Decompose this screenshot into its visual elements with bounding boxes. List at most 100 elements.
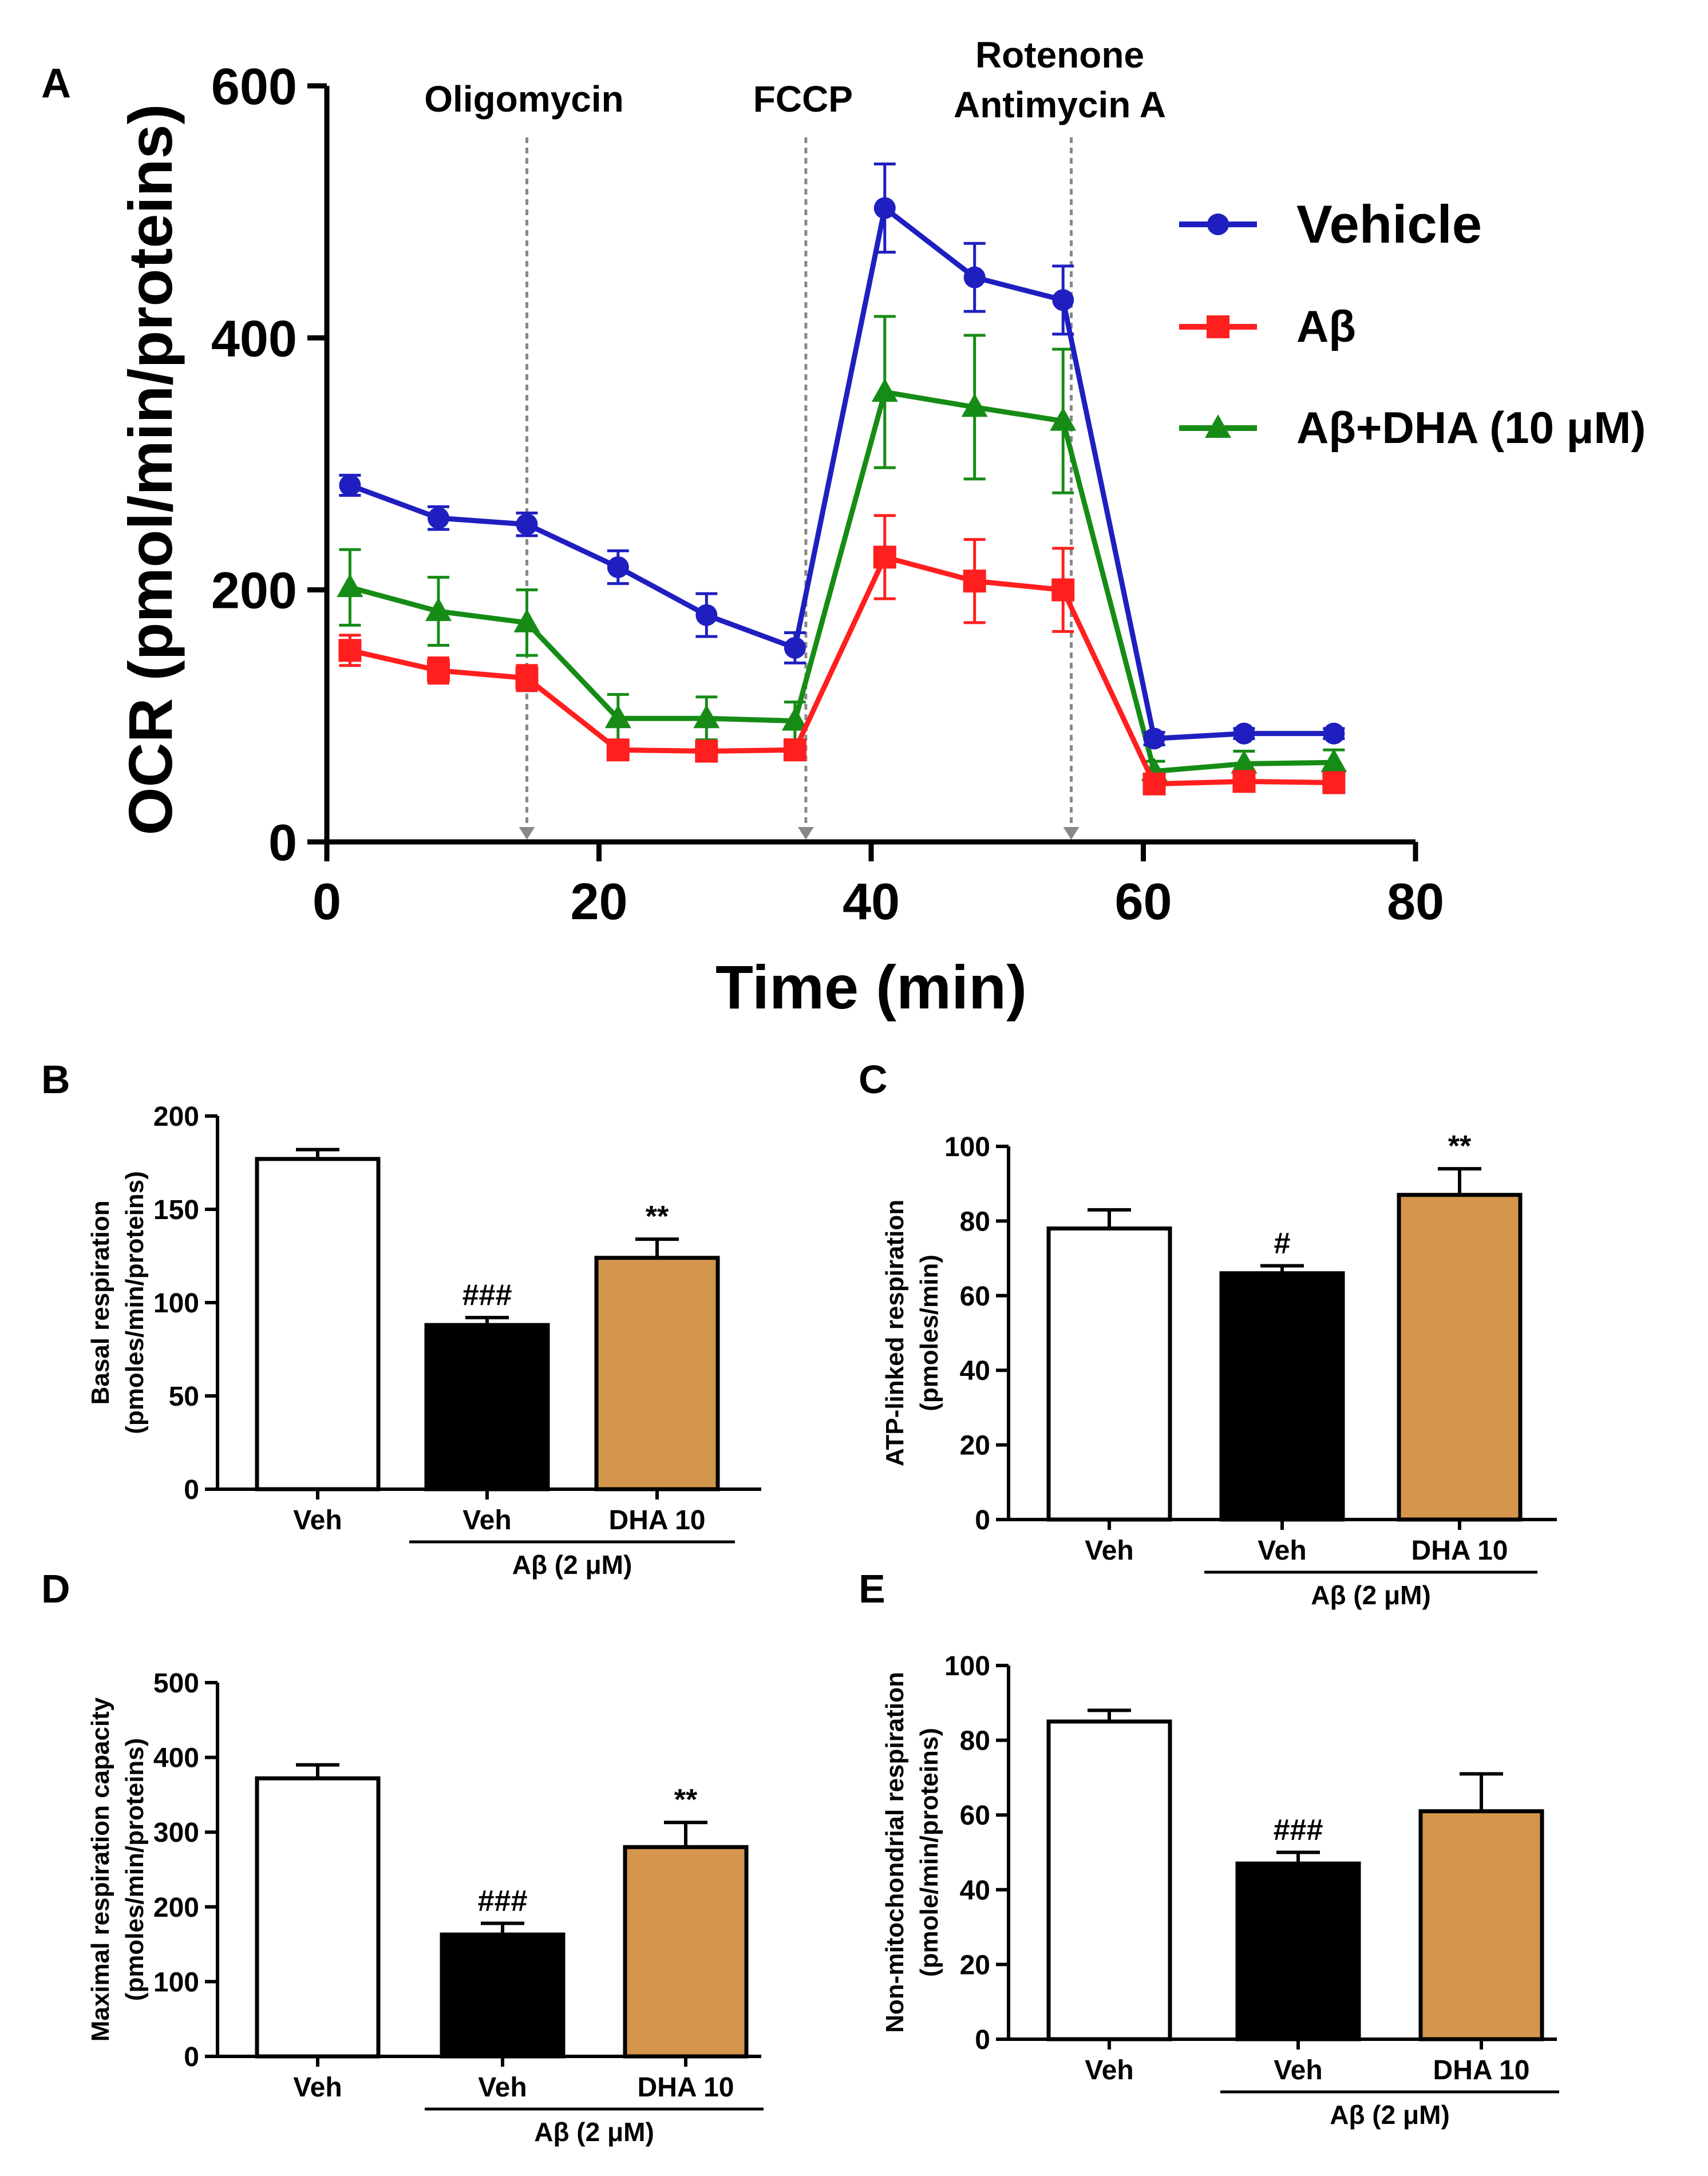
y-tick-label: 20 <box>960 1950 990 1980</box>
x-tick-label: 0 <box>313 873 341 931</box>
y-axis-title: Maximal respiration capacity <box>86 1697 114 2042</box>
data-point <box>515 666 539 690</box>
data-point <box>784 636 806 659</box>
injection-label: FCCP <box>753 78 853 120</box>
x-tick-label: 20 <box>570 873 627 931</box>
bar <box>1418 1809 1544 2042</box>
series-abeta <box>338 514 1346 796</box>
panel-e-bar-chart: E 0 20 40 60 80 100 Non-mitochondrial respirati… <box>859 1566 1559 2130</box>
y-tick-label: 150 <box>153 1195 199 1225</box>
significance-label: ** <box>674 1783 698 1817</box>
panel-a-line-chart: A 0 200 400 600 0 20 40 60 80 Time (min) OCR (pmol/… <box>41 34 1646 1022</box>
y-tick-label: 40 <box>960 1876 990 1906</box>
y-tick-label: 60 <box>960 1281 990 1312</box>
series-line <box>349 205 1334 741</box>
legend-marker <box>1207 315 1229 338</box>
series-vehicle <box>339 163 1345 750</box>
data-point <box>1323 722 1345 745</box>
bar <box>1397 1193 1523 1522</box>
data-point <box>1050 407 1077 431</box>
bar <box>255 1776 381 2059</box>
y-axis-title: OCR (pmol/min/proteins) <box>116 104 185 836</box>
y-tick-label: 0 <box>184 1475 199 1505</box>
y-axis-title: Basal respiration <box>86 1200 114 1404</box>
significance-label: ### <box>1274 1814 1323 1847</box>
data-point <box>873 545 896 569</box>
category-label: DHA 10 <box>1412 1536 1508 1566</box>
data-point <box>695 739 718 763</box>
y-tick-label: 0 <box>975 2025 990 2055</box>
significance-label: ### <box>478 1885 528 1918</box>
data-point <box>1231 750 1258 774</box>
y-tick-label: 300 <box>153 1818 199 1848</box>
category-label: Veh <box>1274 2055 1322 2086</box>
y-axis-title-units: (pmoles/min) <box>915 1255 943 1411</box>
data-point <box>781 707 808 731</box>
panel-letter: E <box>859 1566 885 1611</box>
data-point <box>871 378 898 402</box>
data-point <box>513 608 540 632</box>
legend-label: Aβ+DHA (10 μM) <box>1296 402 1646 453</box>
data-point <box>606 738 630 762</box>
y-tick-label: 0 <box>268 814 297 872</box>
x-tick-label: 40 <box>843 873 900 931</box>
bar <box>1046 1719 1172 2042</box>
panel-letter: D <box>41 1566 70 1611</box>
significance-label: ** <box>646 1200 669 1233</box>
data-point <box>1142 772 1166 796</box>
category-label: Veh <box>478 2072 527 2103</box>
y-tick-label: 200 <box>153 1893 199 1923</box>
group-label: Aβ (2 μM) <box>1311 1580 1431 1610</box>
y-tick-label: 80 <box>960 1206 990 1237</box>
injection-arrow <box>1063 827 1080 840</box>
legend-marker <box>1207 213 1229 235</box>
data-point <box>1320 749 1347 773</box>
group-label: Aβ (2 μM) <box>512 1550 632 1580</box>
x-tick-label: 60 <box>1114 873 1172 931</box>
y-tick-label: 0 <box>184 2042 199 2072</box>
y-tick-label: 80 <box>960 1726 990 1756</box>
series-line <box>349 554 1334 787</box>
y-tick-label: 500 <box>153 1668 199 1699</box>
data-point <box>783 738 806 762</box>
injection-arrow <box>519 827 535 840</box>
data-point <box>873 197 896 219</box>
category-label: Veh <box>462 1505 511 1536</box>
data-point <box>961 393 988 417</box>
data-point <box>1233 722 1255 745</box>
injection-label: Rotenone <box>975 34 1144 76</box>
series-line <box>349 389 1334 774</box>
data-point <box>1232 770 1256 793</box>
bar <box>424 1323 550 1491</box>
y-tick-label: 600 <box>211 58 297 116</box>
y-tick-label: 60 <box>960 1801 990 1831</box>
y-tick-label: 40 <box>960 1356 990 1386</box>
y-axis-title-units: (pmoles/min/proteins) <box>121 1171 149 1434</box>
data-point <box>1052 289 1074 311</box>
panel-letter: B <box>41 1057 70 1102</box>
y-tick-label: 100 <box>944 1132 990 1162</box>
y-tick-label: 50 <box>169 1382 199 1412</box>
panel-letter: C <box>859 1057 888 1102</box>
significance-label: ### <box>462 1279 512 1312</box>
bar <box>440 1932 566 2059</box>
bar <box>594 1256 720 1491</box>
panel-d-bar-chart: D 0 100 200 300 400 500 Maximal respiration cap… <box>41 1566 764 2147</box>
series-abeta-dha <box>337 315 1347 783</box>
panel-a-letter: A <box>41 61 71 106</box>
y-axis-title-units: (pmoles/min/proteins) <box>121 1738 149 2001</box>
y-tick-label: 100 <box>153 1288 199 1319</box>
data-point <box>604 705 631 729</box>
panel-b-bar-chart: B 0 50 100 150 200 Basal respiration (pmoles/mi… <box>41 1057 761 1580</box>
data-point <box>963 266 986 288</box>
data-point <box>963 569 986 593</box>
category-label: Veh <box>293 1505 342 1536</box>
x-tick-label: 80 <box>1387 873 1444 931</box>
category-label: Veh <box>1085 1536 1133 1566</box>
data-point <box>339 474 361 496</box>
data-point <box>425 598 452 622</box>
y-axis-title: Non-mitochondrial respiration <box>881 1672 909 2033</box>
category-label: DHA 10 <box>609 1505 706 1536</box>
significance-label: ** <box>1448 1130 1472 1163</box>
